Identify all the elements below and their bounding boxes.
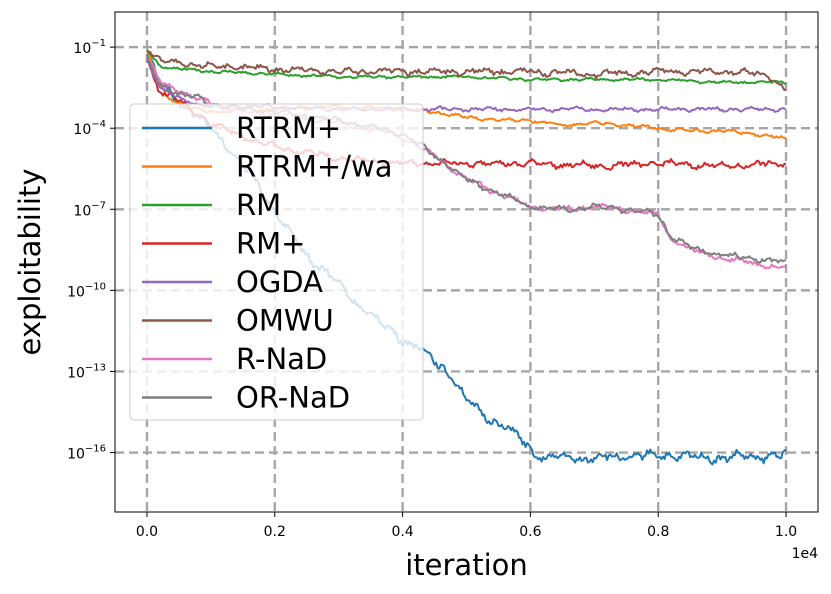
legend-label: OMWU <box>236 304 334 338</box>
x-tick-label: 0.8 <box>647 524 669 540</box>
y-tick-label: 10−13 <box>67 362 106 381</box>
x-tick-label: 1.0 <box>775 524 797 540</box>
x-tick-label: 0.0 <box>136 524 158 540</box>
series-line-rm <box>146 48 787 86</box>
legend-box <box>129 103 424 421</box>
legend-label: RM <box>236 188 281 222</box>
legend-label: OGDA <box>236 265 323 299</box>
x-axis-ticks: 0.0 0.2 0.4 0.6 0.8 1.0 <box>136 512 797 540</box>
y-tick-base: 10 <box>73 41 91 57</box>
y-tick-exponent: −13 <box>85 362 106 373</box>
legend: RTRM+ RTRM+/wa RM RM+ OGDA OMWU R-NaD OR-NaD <box>129 103 424 421</box>
y-axis-label: exploitability <box>13 168 47 355</box>
y-tick-base: 10 <box>73 122 91 138</box>
legend-label: RTRM+/wa <box>236 150 392 184</box>
x-axis-label: iteration <box>405 548 528 582</box>
y-tick-base: 10 <box>67 447 85 463</box>
series-line-omwu <box>146 49 787 91</box>
legend-label: RTRM+ <box>236 111 341 145</box>
plot-frame <box>114 11 819 513</box>
y-tick-base: 10 <box>73 203 91 219</box>
x-tick-label: 0.2 <box>264 524 286 540</box>
y-tick-exponent: −4 <box>91 119 106 130</box>
x-tick-label: 0.4 <box>391 524 413 540</box>
y-tick-exponent: −7 <box>91 200 106 211</box>
y-tick-exponent: −16 <box>85 444 106 455</box>
legend-label: R-NaD <box>236 342 327 376</box>
y-tick-base: 10 <box>67 284 85 300</box>
y-tick-label: 10−7 <box>73 200 106 219</box>
y-tick-label: 10−1 <box>73 38 106 57</box>
y-tick-exponent: −10 <box>85 281 106 292</box>
x-axis-multiplier: 1e4 <box>792 546 819 562</box>
y-tick-base: 10 <box>67 365 85 381</box>
x-tick-label: 0.6 <box>519 524 541 540</box>
y-tick-label: 10−10 <box>67 281 106 300</box>
legend-label: RM+ <box>236 227 305 261</box>
y-tick-label: 10−16 <box>67 444 106 463</box>
y-tick-exponent: −1 <box>91 38 106 49</box>
legend-label: OR-NaD <box>236 381 350 415</box>
y-tick-label: 10−4 <box>73 119 106 138</box>
